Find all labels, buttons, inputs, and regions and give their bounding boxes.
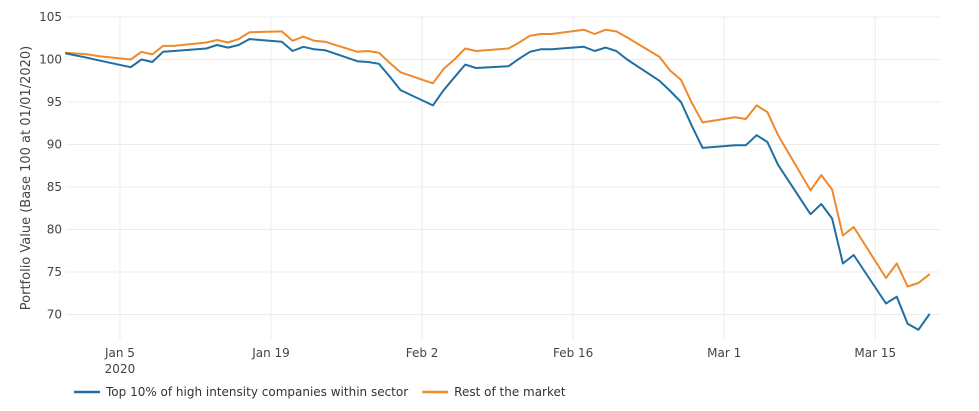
y-tick-label: 90 (47, 138, 62, 152)
y-tick-label: 95 (47, 95, 62, 109)
legend: Top 10% of high intensity companies with… (74, 385, 566, 399)
x-tick-label: Feb 2 (406, 346, 439, 360)
legend-label-1: Top 10% of high intensity companies with… (105, 385, 408, 399)
x-tick-label: Mar 15 (854, 346, 896, 360)
y-tick-label: 70 (47, 308, 62, 322)
x-tick-label: Jan 19 (251, 346, 290, 360)
y-tick-label: 80 (47, 223, 62, 237)
grid (66, 16, 940, 340)
x-axis-ticks: Jan 5 2020 Jan 19 Feb 2 Feb 16 Mar 1 Mar 15 (104, 346, 896, 376)
x-tick-sublabel: 2020 (105, 362, 136, 376)
x-tick-label: Jan 5 (104, 346, 135, 360)
y-tick-label: 85 (47, 180, 62, 194)
y-axis-ticks: 70 75 80 85 90 95 100 105 (39, 10, 62, 322)
x-tick-label: Feb 16 (553, 346, 593, 360)
y-axis-title: Portfolio Value (Base 100 at 01/01/2020) (19, 46, 34, 310)
series-lines (65, 28, 931, 331)
series-line-2 (65, 28, 931, 288)
series-line-1 (65, 38, 931, 331)
y-tick-label: 75 (47, 265, 62, 279)
legend-label-2: Rest of the market (454, 385, 566, 399)
x-tick-label: Mar 1 (707, 346, 741, 360)
y-tick-label: 100 (39, 53, 62, 67)
y-tick-label: 105 (39, 10, 62, 24)
